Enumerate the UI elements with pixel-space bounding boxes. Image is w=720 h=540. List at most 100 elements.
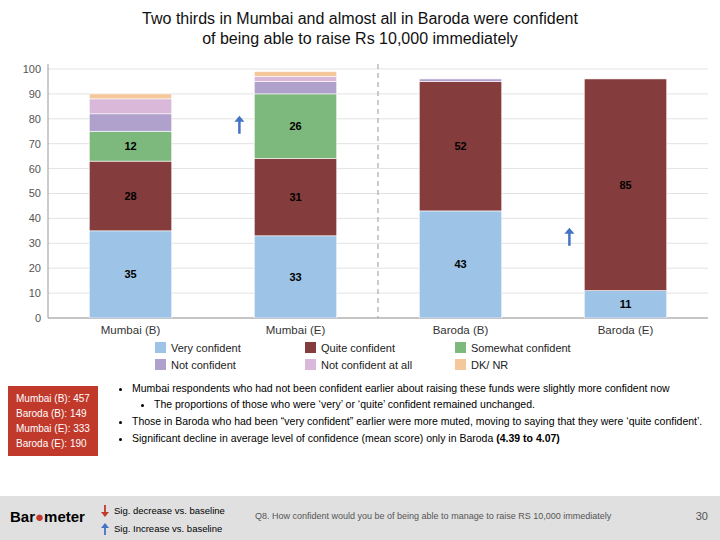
logo-part: Bar xyxy=(10,508,35,525)
footer-key-arrow xyxy=(100,522,110,536)
y-tick-label: 60 xyxy=(29,163,41,175)
legend-label: Quite confident xyxy=(321,342,395,354)
y-tick-label: 100 xyxy=(23,63,41,75)
bullet-list: Mumbai respondents who had not been conf… xyxy=(118,382,710,445)
x-ticks: Mumbai (B)Mumbai (E)Baroda (B)Baroda (E) xyxy=(101,324,654,336)
subtitle: of being able to raise Rs 10,000 immedia… xyxy=(202,30,518,47)
y-tick-label: 80 xyxy=(29,113,41,125)
bar-segment xyxy=(254,159,337,236)
bar-segment xyxy=(89,161,172,231)
bullet: Those in Baroda who had been “very confi… xyxy=(132,415,710,428)
legend-swatch xyxy=(305,359,316,370)
notes: Mumbai respondents who had not been conf… xyxy=(118,382,710,449)
bar-segment xyxy=(419,78,502,79)
footer-key: Sig. Increase vs. baseline xyxy=(100,519,222,535)
footer: Q8. How confident would you be of being … xyxy=(0,496,720,540)
data-label: 31 xyxy=(289,191,301,203)
legend-label: DK/ NR xyxy=(471,359,508,371)
data-label: 85 xyxy=(619,179,631,191)
data-label: 33 xyxy=(289,271,301,283)
y-tick-label: 70 xyxy=(29,138,41,150)
bullet-text: Those in Baroda who had been “very confi… xyxy=(132,415,702,427)
sample-size: Mumbai (B): 457 xyxy=(16,391,90,406)
bullet-text: Significant decline in average level of … xyxy=(132,432,496,444)
bar-segment xyxy=(419,79,502,81)
arrow-head xyxy=(101,523,109,528)
bar-segment xyxy=(419,78,502,79)
y-tick-label: 50 xyxy=(29,187,41,199)
bar-segment xyxy=(584,78,667,79)
legend-label: Very confident xyxy=(171,342,241,354)
logo-part: meter xyxy=(44,508,85,525)
sample-size: Baroda (E): 190 xyxy=(16,436,90,451)
significance-arrow xyxy=(234,116,244,134)
bar-segment xyxy=(89,94,172,99)
x-tick-label: Mumbai (E) xyxy=(266,324,326,336)
data-label: 52 xyxy=(454,140,466,152)
title: Two thirds in Mumbai and almost all in B… xyxy=(142,10,578,27)
arrow-shaft xyxy=(104,505,106,513)
x-tick-label: Baroda (B) xyxy=(433,324,489,336)
page-number: 30 xyxy=(696,510,708,522)
logo-part: ● xyxy=(35,508,44,525)
y-tick-label: 40 xyxy=(29,212,41,224)
arrow-shaft xyxy=(104,527,106,535)
footer-key: Sig. decrease vs. baseline xyxy=(100,501,225,517)
data-label: 12 xyxy=(124,140,136,152)
sub-bullet-list: The proportions of those who were ‘very’… xyxy=(132,398,710,411)
y-tick-label: 0 xyxy=(35,312,41,324)
y-tick-label: 90 xyxy=(29,88,41,100)
legend-label: Not confident at all xyxy=(321,359,412,371)
y-tick-label: 10 xyxy=(29,287,41,299)
bullet-text: Mumbai respondents who had not been conf… xyxy=(132,382,670,394)
data-label: 11 xyxy=(620,298,632,310)
legend-label: Not confident xyxy=(171,359,236,371)
bar-segment xyxy=(89,231,172,318)
bar-segment xyxy=(254,94,337,159)
bullet: Significant decline in average level of … xyxy=(132,432,710,445)
arrow-shaft xyxy=(238,120,241,134)
bar-segment xyxy=(584,78,667,79)
x-tick-label: Mumbai (B) xyxy=(101,324,161,336)
bar-segment xyxy=(254,76,337,81)
legend: Very confident Quite confident Somewhat co… xyxy=(155,342,571,371)
bullet: Mumbai respondents who had not been conf… xyxy=(132,382,710,411)
data-label: 43 xyxy=(454,258,466,270)
logo: Bar●meter xyxy=(10,508,85,525)
footer-key-text: Sig. Increase vs. baseline xyxy=(114,523,222,534)
bar-segment xyxy=(419,81,502,210)
bar-segment xyxy=(254,71,337,76)
data-label: 35 xyxy=(124,268,136,280)
sample-size: Mumbai (E): 333 xyxy=(16,421,90,436)
bar-segment xyxy=(419,211,502,318)
bar-segment xyxy=(89,99,172,114)
legend-swatch xyxy=(455,342,466,353)
legend-label: Somewhat confident xyxy=(471,342,571,354)
legend-swatch xyxy=(455,359,466,370)
y-ticks: 0 10 20 30 40 50 60 70 80 90 100 xyxy=(23,63,41,324)
y-tick-label: 20 xyxy=(29,262,41,274)
bar-segment xyxy=(89,131,172,161)
sample-box: Mumbai (B): 457Baroda (B): 149Mumbai (E)… xyxy=(8,386,98,456)
footer-key-arrow xyxy=(100,504,110,518)
question-text: Q8. How confident would you be of being … xyxy=(255,511,611,521)
bar-segment xyxy=(584,78,667,79)
bar-segment xyxy=(89,114,172,131)
bullet-bold: (4.39 to 4.07) xyxy=(496,432,560,444)
chart: Two thirds in Mumbai and almost all in B… xyxy=(0,0,720,380)
bar-segment xyxy=(584,78,667,79)
bar-segment xyxy=(254,81,337,93)
y-tick-label: 30 xyxy=(29,237,41,249)
sample-size: Baroda (B): 149 xyxy=(16,406,90,421)
y-axis-line xyxy=(48,64,49,318)
data-label: 26 xyxy=(289,120,301,132)
legend-swatch xyxy=(155,342,166,353)
legend-swatch xyxy=(305,342,316,353)
footer-key-text: Sig. decrease vs. baseline xyxy=(114,505,225,516)
bar-segment xyxy=(254,236,337,318)
significance-arrow xyxy=(564,228,574,246)
bar-segment xyxy=(584,79,667,291)
data-label: 28 xyxy=(124,190,136,202)
separator xyxy=(378,64,379,318)
arrow-head xyxy=(101,512,109,517)
